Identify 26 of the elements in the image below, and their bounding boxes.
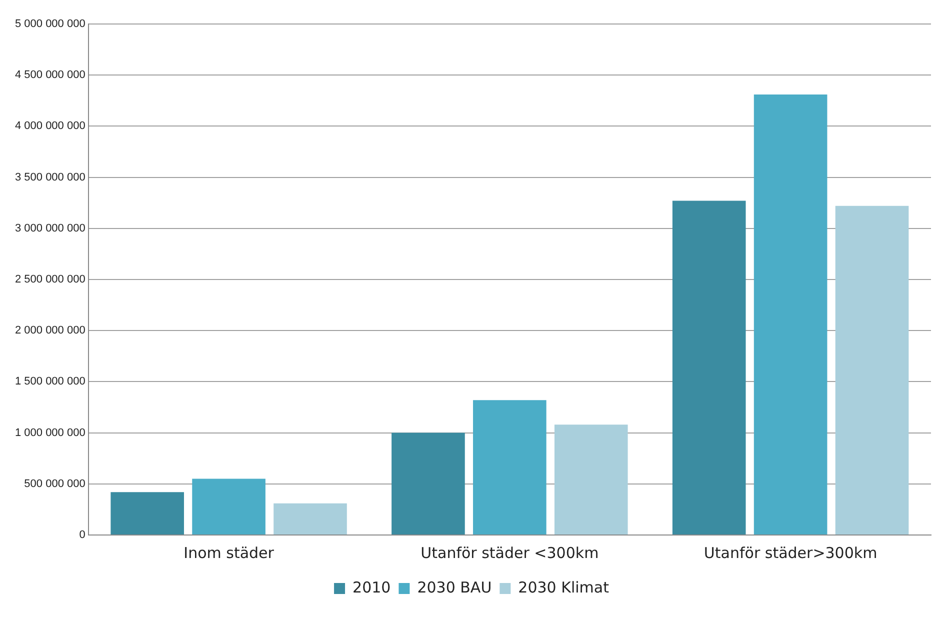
y-tick-label: 0 bbox=[79, 529, 86, 542]
bar bbox=[392, 432, 465, 534]
bar bbox=[554, 424, 628, 534]
x-tick-label: Utanför städer>300km bbox=[704, 544, 878, 562]
y-tick-label: 5 000 000 000 bbox=[14, 18, 86, 30]
legend-label: 2030 BAU bbox=[417, 578, 492, 596]
x-tick-label: Utanför städer <300km bbox=[420, 544, 599, 562]
bar bbox=[754, 94, 828, 534]
y-tick-label: 2 000 000 000 bbox=[14, 324, 86, 337]
legend-label: 2030 Klimat bbox=[518, 578, 610, 596]
y-tick-label: 4 000 000 000 bbox=[14, 120, 86, 132]
y-tick-label: 4 500 000 000 bbox=[14, 69, 86, 82]
y-tick-label: 500 000 000 bbox=[24, 478, 86, 490]
bar bbox=[274, 503, 347, 534]
bar bbox=[192, 478, 266, 534]
y-tick-label: 1 000 000 000 bbox=[14, 426, 86, 439]
y-tick-label: 1 500 000 000 bbox=[14, 376, 86, 388]
bar bbox=[110, 492, 184, 534]
bar bbox=[473, 400, 546, 534]
legend-label: 2010 bbox=[352, 578, 391, 596]
bar bbox=[672, 200, 746, 534]
y-tick-label: 3 500 000 000 bbox=[14, 171, 86, 184]
x-tick-label: Inom städer bbox=[184, 544, 275, 562]
bar bbox=[835, 206, 909, 534]
y-tick-label: 3 000 000 000 bbox=[14, 222, 86, 234]
y-tick-label: 2 500 000 000 bbox=[14, 274, 86, 286]
